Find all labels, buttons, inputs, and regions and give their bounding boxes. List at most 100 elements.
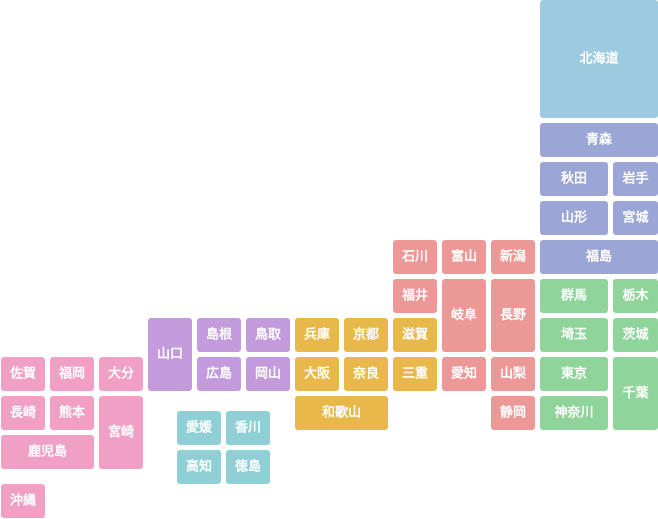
- prefecture-tile[interactable]: 島根: [197, 318, 241, 352]
- prefecture-tile[interactable]: 北海道: [540, 0, 658, 118]
- tile: [491, 279, 535, 352]
- prefecture-label: 長崎: [10, 405, 36, 421]
- prefecture-tile[interactable]: 奈良: [344, 357, 388, 391]
- prefecture-label: 福井: [401, 288, 428, 304]
- tile: [491, 396, 535, 430]
- prefecture-tile[interactable]: 山梨: [491, 357, 535, 391]
- prefecture-label: 富山: [451, 249, 477, 265]
- tile: [540, 123, 658, 157]
- prefecture-tile[interactable]: 宮崎: [99, 396, 143, 469]
- prefecture-tile[interactable]: 愛媛: [177, 411, 221, 445]
- tile: [540, 396, 608, 430]
- prefecture-label: 沖縄: [10, 493, 36, 509]
- tile: [295, 318, 339, 352]
- tile: [491, 240, 535, 274]
- prefecture-label: 佐賀: [9, 366, 36, 382]
- prefecture-tile[interactable]: 福島: [540, 240, 658, 274]
- tile: [1, 435, 94, 469]
- prefecture-tile[interactable]: 愛知: [442, 357, 486, 391]
- prefecture-tile[interactable]: 広島: [197, 357, 241, 391]
- prefecture-tile[interactable]: 山口: [148, 318, 192, 391]
- prefecture-label: 北海道: [579, 51, 618, 67]
- prefecture-label: 神奈川: [554, 405, 593, 421]
- prefecture-tile[interactable]: 熊本: [50, 396, 94, 430]
- prefecture-tile[interactable]: 静岡: [491, 396, 535, 430]
- tile: [99, 357, 143, 391]
- prefecture-tile[interactable]: 長崎: [1, 396, 45, 430]
- tile: [613, 318, 658, 352]
- prefecture-tile[interactable]: 茨城: [613, 318, 658, 352]
- tile: [540, 357, 608, 391]
- prefecture-label: 埼玉: [561, 327, 587, 343]
- prefecture-label: 群馬: [561, 288, 587, 304]
- prefecture-tile[interactable]: 佐賀: [1, 357, 45, 391]
- prefecture-tile[interactable]: 沖縄: [1, 484, 45, 518]
- tile: [540, 0, 658, 118]
- tile: [540, 162, 608, 196]
- prefecture-label: 秋田: [561, 171, 587, 187]
- prefecture-tile[interactable]: 埼玉: [540, 318, 608, 352]
- prefecture-label: 長野: [500, 308, 526, 323]
- prefecture-label: 京都: [353, 327, 379, 343]
- prefecture-tile[interactable]: 香川: [226, 411, 270, 445]
- tile: [226, 450, 270, 484]
- tile: [442, 357, 486, 391]
- tile: [540, 318, 608, 352]
- prefecture-tile[interactable]: 東京: [540, 357, 608, 391]
- prefecture-tile[interactable]: 兵庫: [295, 318, 339, 352]
- prefecture-tile[interactable]: 新潟: [491, 240, 535, 274]
- prefecture-tile[interactable]: 滋賀: [393, 318, 437, 352]
- prefecture-label: 岐阜: [451, 307, 477, 323]
- prefecture-label: 東京: [561, 366, 587, 382]
- tile: [442, 279, 486, 352]
- prefecture-tile[interactable]: 三重: [393, 357, 437, 391]
- prefecture-tile[interactable]: 大分: [99, 357, 143, 391]
- tile: [295, 357, 339, 391]
- prefecture-label: 鹿児島: [28, 444, 67, 460]
- prefecture-tile[interactable]: 千葉: [613, 357, 658, 430]
- prefecture-tile[interactable]: 和歌山: [295, 396, 388, 430]
- prefecture-label: 静岡: [500, 405, 526, 421]
- prefecture-tile[interactable]: 神奈川: [540, 396, 608, 430]
- prefecture-tile[interactable]: 群馬: [540, 279, 608, 313]
- prefecture-tile[interactable]: 高知: [177, 450, 221, 484]
- prefecture-label: 石川: [401, 250, 428, 265]
- prefecture-label: 宮崎: [108, 424, 134, 440]
- tile: [148, 318, 192, 391]
- tile: [393, 318, 437, 352]
- prefecture-tile[interactable]: 岐阜: [442, 279, 486, 352]
- prefecture-tile[interactable]: 富山: [442, 240, 486, 274]
- tile: [197, 357, 241, 391]
- prefecture-tile[interactable]: 大阪: [295, 357, 339, 391]
- tile: [1, 357, 45, 391]
- tile: [613, 357, 658, 430]
- prefecture-tile[interactable]: 鹿児島: [1, 435, 94, 469]
- prefecture-tile[interactable]: 岡山: [246, 357, 290, 391]
- tile: [177, 411, 221, 445]
- prefecture-tile[interactable]: 山形: [540, 201, 608, 235]
- prefecture-tile[interactable]: 青森: [540, 123, 658, 157]
- prefecture-tile[interactable]: 鳥取: [246, 318, 290, 352]
- prefecture-label: 山形: [561, 210, 587, 226]
- prefecture-tile[interactable]: 徳島: [226, 450, 270, 484]
- prefecture-label: 島根: [206, 327, 233, 343]
- prefecture-tile[interactable]: 福井: [393, 279, 437, 313]
- prefecture-label: 福岡: [58, 366, 85, 382]
- prefecture-label: 新潟: [500, 249, 526, 265]
- prefecture-label: 栃木: [622, 288, 649, 304]
- prefecture-label: 岡山: [255, 366, 281, 382]
- prefecture-tile[interactable]: 秋田: [540, 162, 608, 196]
- prefecture-tile[interactable]: 宮城: [613, 201, 658, 235]
- prefecture-tile[interactable]: 石川: [393, 240, 437, 274]
- prefecture-tile[interactable]: 岩手: [613, 162, 658, 196]
- prefecture-tile[interactable]: 京都: [344, 318, 388, 352]
- tile: [540, 201, 608, 235]
- prefecture-tile[interactable]: 福岡: [50, 357, 94, 391]
- tile: [99, 396, 143, 469]
- prefecture-tile[interactable]: 栃木: [613, 279, 658, 313]
- prefecture-label: 千葉: [622, 385, 649, 401]
- prefecture-tile[interactable]: 長野: [491, 279, 535, 352]
- tile: [344, 318, 388, 352]
- tile: [393, 240, 437, 274]
